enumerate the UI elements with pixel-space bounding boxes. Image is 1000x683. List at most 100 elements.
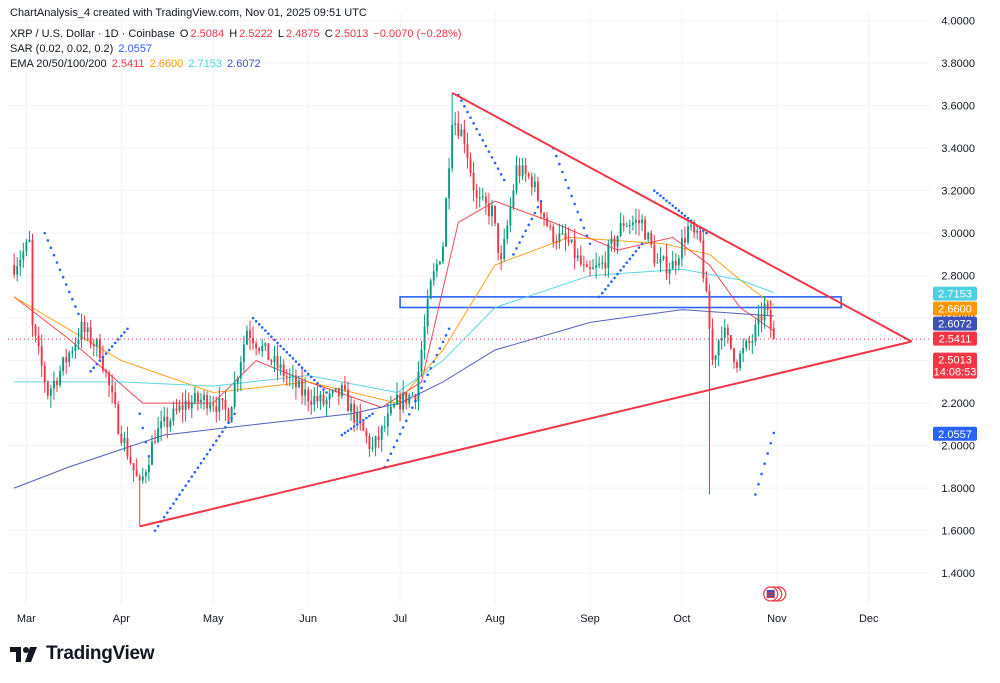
sar-dot xyxy=(429,366,433,370)
symbol-name[interactable]: XRP / U.S. Dollar · 1D · Coinbase xyxy=(10,28,175,40)
candle-body xyxy=(693,225,696,233)
sar-dot xyxy=(582,226,586,230)
candle-body xyxy=(766,303,769,310)
sar-dot xyxy=(662,196,665,200)
candle-body xyxy=(313,395,316,405)
price-label: 2.7153 xyxy=(933,286,977,301)
candle-body xyxy=(408,394,411,404)
x-tick-label: May xyxy=(203,613,224,625)
candle xyxy=(729,334,732,351)
candle-body xyxy=(472,172,475,191)
sar-dot xyxy=(407,412,411,416)
candle xyxy=(521,157,524,181)
candle-body xyxy=(190,402,193,409)
sar-dot xyxy=(193,470,197,474)
candle xyxy=(481,187,484,201)
candle xyxy=(610,231,613,252)
candle xyxy=(745,338,748,352)
sar-dot xyxy=(113,341,117,345)
candle-body xyxy=(723,327,726,338)
candle xyxy=(653,235,656,268)
sar-dot xyxy=(769,441,773,445)
candle-body xyxy=(585,264,588,267)
sar-dot xyxy=(600,291,604,295)
candle-body xyxy=(729,334,732,349)
candle xyxy=(659,247,662,273)
sar-dot xyxy=(634,250,638,253)
candle-body xyxy=(307,389,310,402)
candle-body xyxy=(74,344,77,352)
candle xyxy=(399,391,402,422)
sar-dot xyxy=(349,427,353,430)
candle xyxy=(497,222,500,261)
x-tick-label: Apr xyxy=(113,613,130,625)
candle-body xyxy=(708,290,711,329)
sar-label: SAR (0.02, 0.02, 0.2) xyxy=(10,43,114,55)
candle-body xyxy=(668,269,671,274)
candle-body xyxy=(631,222,634,225)
ema-legend[interactable]: EMA 20/50/100/200 2.5411 2.6600 2.7153 2… xyxy=(10,57,263,71)
sar-dot xyxy=(521,235,524,238)
candle xyxy=(126,426,129,460)
y-tick-label: 3.0000 xyxy=(941,228,975,240)
candle-body xyxy=(613,238,616,247)
sar-dot xyxy=(757,482,760,486)
candle xyxy=(178,399,181,413)
sar-dot xyxy=(233,412,236,416)
sar-dot xyxy=(221,430,224,434)
sar-dot xyxy=(123,330,126,334)
candle xyxy=(245,325,248,346)
sar-dot xyxy=(230,416,233,420)
candle xyxy=(25,238,28,257)
sar-legend[interactable]: SAR (0.02, 0.02, 0.2) 2.0557 xyxy=(10,42,154,56)
candle-body xyxy=(662,256,665,259)
candle xyxy=(157,416,160,443)
sar-dot xyxy=(472,122,475,125)
candle-body xyxy=(138,476,141,481)
candle xyxy=(641,214,644,232)
candle-body xyxy=(386,413,389,427)
sar-dot xyxy=(576,210,580,214)
candle-body xyxy=(328,393,331,400)
candle-body xyxy=(435,264,438,272)
candle xyxy=(98,334,101,361)
candle xyxy=(343,375,346,392)
sar-dot xyxy=(205,452,209,456)
tradingview-brand[interactable]: TradingView xyxy=(10,643,155,665)
sar-dot xyxy=(668,201,671,205)
candle xyxy=(540,199,542,220)
candle-body xyxy=(233,383,236,408)
candle xyxy=(310,389,313,415)
candle-body xyxy=(169,421,172,428)
candle-body xyxy=(92,344,95,347)
candle xyxy=(665,243,668,280)
sar-dot xyxy=(362,418,365,422)
candle xyxy=(218,386,221,421)
candle-body xyxy=(417,371,420,402)
sar-dot xyxy=(291,357,295,360)
sar-dot xyxy=(276,341,279,345)
sar-dot xyxy=(43,231,47,235)
sar-dot xyxy=(138,412,142,416)
candle xyxy=(625,222,628,228)
candle xyxy=(469,152,472,177)
sar-dot xyxy=(144,440,148,444)
candle xyxy=(451,92,454,173)
candle xyxy=(546,211,549,228)
ohlc-low-label: L xyxy=(277,28,284,40)
candle xyxy=(166,407,169,439)
candles xyxy=(13,92,775,527)
candle-body xyxy=(19,259,22,267)
candle-body xyxy=(622,223,625,227)
y-tick-label: 1.8000 xyxy=(941,483,975,495)
candle xyxy=(604,251,607,277)
ohlc-open-label: O xyxy=(179,28,189,40)
us-flag-event-icon[interactable] xyxy=(763,586,787,602)
candle-body xyxy=(763,303,766,321)
candle-body xyxy=(319,394,322,402)
candle-body xyxy=(37,335,40,347)
candle-body xyxy=(702,240,705,279)
candle-body xyxy=(466,143,469,159)
candle-body xyxy=(65,357,68,363)
